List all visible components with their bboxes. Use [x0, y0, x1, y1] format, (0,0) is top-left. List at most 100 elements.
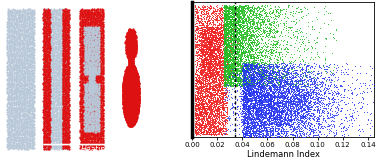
Point	[258, 103, 264, 105]
Point	[242, 90, 248, 93]
Point	[248, 41, 254, 44]
Point	[93, 61, 99, 64]
Point	[222, 12, 228, 15]
Point	[227, 47, 233, 49]
Point	[132, 70, 138, 72]
Point	[133, 89, 139, 91]
Point	[51, 74, 57, 77]
Point	[260, 128, 266, 131]
Point	[55, 30, 61, 33]
Point	[198, 88, 204, 90]
Point	[77, 61, 84, 63]
Point	[214, 109, 220, 112]
Point	[226, 7, 232, 10]
Point	[263, 42, 269, 45]
Point	[80, 69, 86, 72]
Point	[234, 48, 240, 50]
Point	[210, 126, 216, 128]
Point	[131, 47, 137, 49]
Point	[215, 38, 221, 41]
Point	[251, 106, 257, 108]
Point	[135, 82, 141, 85]
Point	[218, 33, 225, 35]
Point	[241, 83, 247, 86]
Point	[208, 48, 214, 51]
Point	[8, 124, 14, 126]
Point	[206, 53, 212, 55]
Point	[134, 79, 140, 81]
Point	[57, 70, 64, 73]
Point	[266, 30, 272, 32]
Point	[237, 63, 243, 66]
Point	[264, 45, 270, 48]
Point	[135, 91, 141, 93]
Point	[209, 36, 215, 39]
Point	[207, 60, 213, 63]
Point	[302, 121, 308, 124]
Point	[215, 54, 222, 56]
Point	[77, 20, 84, 22]
Point	[97, 19, 103, 22]
Point	[54, 111, 60, 114]
Point	[257, 63, 263, 66]
Point	[291, 124, 297, 127]
Point	[133, 98, 139, 101]
Point	[245, 106, 251, 108]
Point	[133, 45, 139, 48]
Point	[247, 71, 253, 73]
Point	[271, 93, 277, 96]
Point	[83, 131, 89, 134]
Point	[240, 52, 246, 54]
Point	[237, 40, 243, 42]
Point	[265, 80, 271, 82]
Point	[279, 110, 285, 113]
Point	[123, 39, 129, 41]
Point	[273, 18, 279, 21]
Point	[293, 102, 299, 105]
Point	[286, 90, 292, 92]
Point	[211, 102, 217, 105]
Point	[51, 103, 57, 106]
Point	[283, 105, 289, 107]
Point	[215, 112, 221, 115]
Point	[260, 101, 266, 103]
Point	[93, 32, 99, 35]
Point	[21, 31, 27, 33]
Point	[79, 26, 85, 29]
Point	[128, 72, 134, 75]
Point	[302, 69, 308, 72]
Point	[221, 48, 227, 51]
Point	[243, 90, 249, 93]
Point	[218, 92, 225, 95]
Point	[27, 102, 33, 104]
Point	[63, 26, 69, 29]
Point	[55, 20, 61, 23]
Point	[204, 40, 211, 42]
Point	[132, 112, 138, 115]
Point	[222, 74, 228, 77]
Point	[267, 78, 273, 80]
Point	[18, 142, 24, 145]
Point	[87, 87, 93, 90]
Point	[204, 117, 210, 119]
Point	[208, 127, 214, 129]
Point	[253, 89, 259, 92]
Point	[131, 104, 137, 106]
Point	[248, 9, 254, 11]
Point	[26, 136, 32, 139]
Point	[214, 27, 220, 30]
Point	[291, 117, 297, 120]
Point	[209, 34, 215, 37]
Point	[229, 27, 235, 30]
Point	[130, 75, 136, 77]
Point	[64, 41, 70, 44]
Point	[46, 52, 52, 54]
Point	[214, 42, 220, 45]
Point	[198, 85, 204, 88]
Point	[132, 33, 138, 36]
Point	[66, 112, 72, 114]
Point	[129, 41, 135, 43]
Point	[85, 115, 91, 117]
Point	[201, 5, 207, 8]
Point	[211, 126, 217, 129]
